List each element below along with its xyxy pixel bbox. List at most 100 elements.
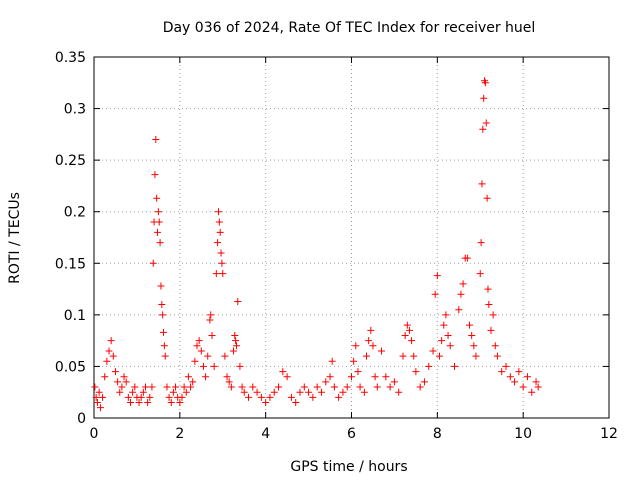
data-point <box>227 383 235 391</box>
data-point <box>478 180 486 188</box>
data-point <box>232 337 240 345</box>
data-point <box>253 388 261 396</box>
data-point <box>210 362 218 370</box>
data-point <box>92 393 100 401</box>
data-point <box>225 378 233 386</box>
data-point <box>502 362 510 370</box>
data-point <box>369 342 377 350</box>
data-point <box>410 352 418 360</box>
data-point <box>212 270 220 278</box>
data-point <box>218 259 226 267</box>
data-point <box>137 393 145 401</box>
y-axis-label: ROTI / TECUs <box>7 192 23 284</box>
data-point <box>234 297 242 305</box>
data-point <box>328 357 336 365</box>
data-point <box>139 388 147 396</box>
data-point <box>249 383 257 391</box>
data-point <box>157 282 165 290</box>
data-point <box>444 331 452 339</box>
data-point <box>352 342 360 350</box>
data-point <box>206 316 214 324</box>
data-point <box>470 342 478 350</box>
data-point <box>165 393 173 401</box>
data-point <box>107 337 115 345</box>
data-point <box>532 378 540 386</box>
data-point <box>484 285 492 293</box>
data-point <box>408 337 416 345</box>
data-point <box>466 321 474 329</box>
data-point <box>287 393 295 401</box>
data-point <box>160 328 168 336</box>
data-point <box>221 352 229 360</box>
data-point <box>440 321 448 329</box>
data-point <box>498 368 506 376</box>
y-tick-label: 0.1 <box>64 308 86 324</box>
data-point <box>191 357 199 365</box>
data-point <box>172 383 180 391</box>
data-point <box>153 194 161 202</box>
data-point <box>373 383 381 391</box>
data-point <box>479 125 487 133</box>
data-point <box>405 326 413 334</box>
data-point <box>167 399 175 407</box>
data-point <box>371 373 379 381</box>
data-point <box>154 228 162 236</box>
data-point <box>455 306 463 314</box>
data-point <box>96 404 104 412</box>
data-point <box>215 218 223 226</box>
y-tick-label: 0.3 <box>64 102 86 118</box>
data-point <box>356 383 364 391</box>
data-point <box>463 254 471 262</box>
chart-title: Day 036 of 2024, Rate Of TEC Index for r… <box>163 20 536 36</box>
x-tick-label: 4 <box>261 426 270 442</box>
data-points <box>91 77 542 412</box>
data-point <box>161 352 169 360</box>
data-point <box>105 347 113 355</box>
y-tick-label: 0.15 <box>55 256 86 272</box>
data-point <box>116 388 124 396</box>
data-point <box>395 388 403 396</box>
x-tick-label: 6 <box>347 426 356 442</box>
data-point <box>101 373 109 381</box>
data-point <box>202 373 210 381</box>
data-point <box>178 393 186 401</box>
data-point <box>330 383 338 391</box>
data-point <box>360 388 368 396</box>
data-point <box>451 362 458 370</box>
data-point <box>506 373 514 381</box>
data-point <box>238 383 246 391</box>
data-point <box>135 399 143 407</box>
y-tick-label: 0 <box>77 411 86 427</box>
grid-lines <box>94 57 609 418</box>
data-point <box>109 352 117 360</box>
y-tick-label: 0.2 <box>64 205 86 221</box>
data-point <box>111 368 119 376</box>
data-point <box>390 378 398 386</box>
data-point <box>217 249 225 257</box>
data-point <box>93 399 101 407</box>
data-point <box>489 311 497 319</box>
data-point <box>236 362 244 370</box>
data-point <box>189 378 197 386</box>
data-point <box>122 378 130 386</box>
data-point <box>386 383 394 391</box>
x-axis-label: GPS time / hours <box>290 459 407 475</box>
data-point <box>317 388 325 396</box>
data-point <box>487 326 495 334</box>
data-point <box>91 383 99 391</box>
data-point <box>425 362 433 370</box>
data-point <box>326 373 334 381</box>
data-point <box>131 383 139 391</box>
x-tick-label: 8 <box>433 426 442 442</box>
data-point <box>232 342 240 350</box>
data-point <box>429 347 437 355</box>
data-point <box>335 393 343 401</box>
data-point <box>124 393 132 401</box>
y-tick-label: 0.35 <box>55 50 86 66</box>
data-point <box>176 399 184 407</box>
data-point <box>154 208 162 216</box>
data-point <box>435 352 443 360</box>
data-point <box>184 373 192 381</box>
x-tick-label: 10 <box>514 426 532 442</box>
